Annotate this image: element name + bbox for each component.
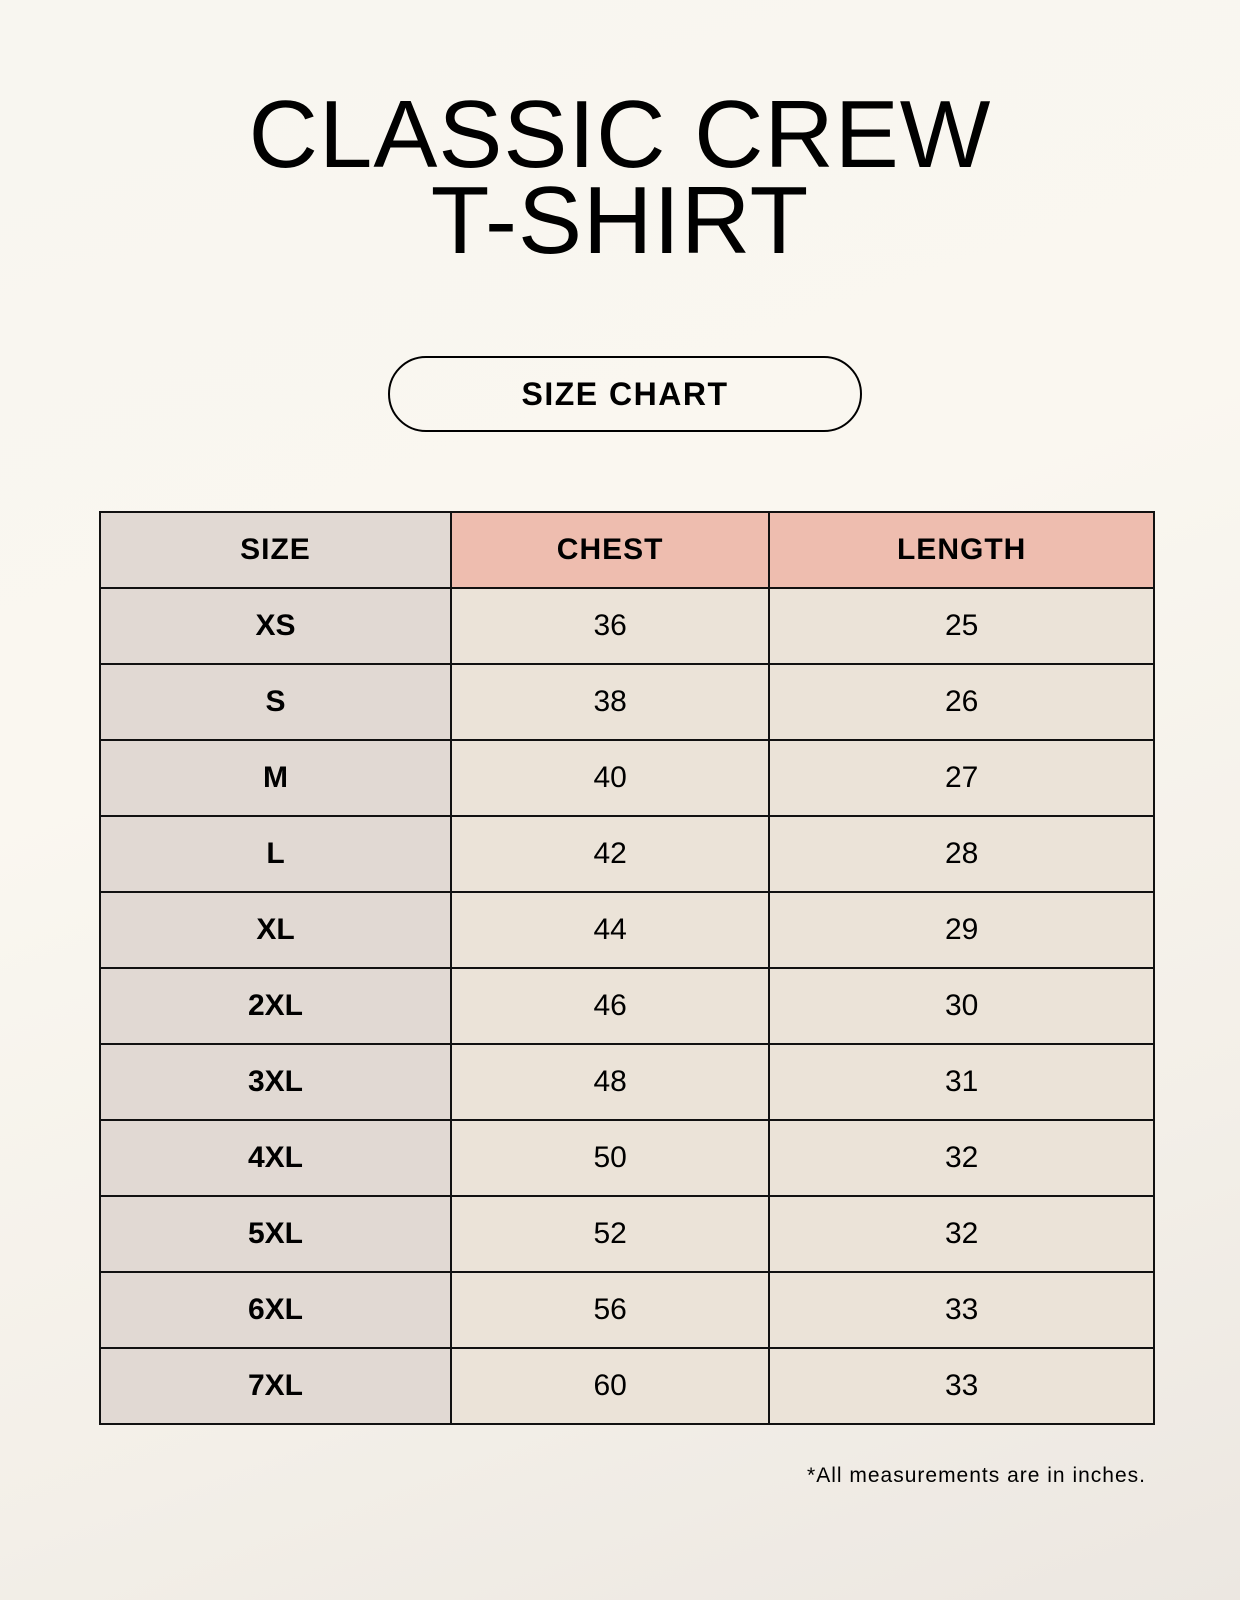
cell-length: 26 xyxy=(768,663,1155,741)
table-row: S 38 26 xyxy=(99,663,1155,741)
cell-chest: 50 xyxy=(449,1119,771,1197)
title-line: CLASSIC CREW xyxy=(248,81,992,188)
cell-length: 32 xyxy=(768,1195,1155,1273)
cell-length: 25 xyxy=(768,587,1155,665)
cell-chest: 60 xyxy=(449,1347,771,1425)
table-row: 5XL 52 32 xyxy=(99,1195,1155,1273)
cell-length: 28 xyxy=(768,815,1155,893)
cell-size: S xyxy=(99,663,452,741)
cell-chest: 42 xyxy=(449,815,771,893)
cell-size: 4XL xyxy=(99,1119,452,1197)
table-row: M 40 27 xyxy=(99,739,1155,817)
cell-length: 30 xyxy=(768,967,1155,1045)
cell-size: 7XL xyxy=(99,1347,452,1425)
cell-size: 6XL xyxy=(99,1271,452,1349)
cell-length: 33 xyxy=(768,1271,1155,1349)
cell-size: 2XL xyxy=(99,967,452,1045)
size-chart-label: SIZE CHART xyxy=(388,356,862,432)
cell-length: 32 xyxy=(768,1119,1155,1197)
cell-size: 3XL xyxy=(99,1043,452,1121)
cell-size: 5XL xyxy=(99,1195,452,1273)
page-title: CLASSIC CREW T-SHIRT xyxy=(0,81,1240,274)
cell-size: L xyxy=(99,815,452,893)
cell-chest: 48 xyxy=(449,1043,771,1121)
cell-size: XS xyxy=(99,587,452,665)
table-row: XL 44 29 xyxy=(99,891,1155,969)
table-row: L 42 28 xyxy=(99,815,1155,893)
cell-chest: 56 xyxy=(449,1271,771,1349)
cell-chest: 46 xyxy=(449,967,771,1045)
header-size: SIZE xyxy=(99,511,452,589)
footnote: *All measurements are in inches. xyxy=(807,1464,1146,1487)
cell-chest: 36 xyxy=(449,587,771,665)
cell-size: XL xyxy=(99,891,452,969)
cell-length: 27 xyxy=(768,739,1155,817)
table-row: XS 36 25 xyxy=(99,587,1155,665)
table-row: 6XL 56 33 xyxy=(99,1271,1155,1349)
cell-chest: 44 xyxy=(449,891,771,969)
table-row: 3XL 48 31 xyxy=(99,1043,1155,1121)
cell-chest: 52 xyxy=(449,1195,771,1273)
table-header-row: SIZE CHEST LENGTH xyxy=(99,511,1155,589)
cell-length: 29 xyxy=(768,891,1155,969)
cell-chest: 40 xyxy=(449,739,771,817)
title-line: T-SHIRT xyxy=(430,167,810,274)
cell-chest: 38 xyxy=(449,663,771,741)
header-length: LENGTH xyxy=(768,511,1155,589)
table-row: 7XL 60 33 xyxy=(99,1347,1155,1425)
cell-length: 31 xyxy=(768,1043,1155,1121)
table-row: 2XL 46 30 xyxy=(99,967,1155,1045)
cell-size: M xyxy=(99,739,452,817)
table-row: 4XL 50 32 xyxy=(99,1119,1155,1197)
header-chest: CHEST xyxy=(449,511,771,589)
cell-length: 33 xyxy=(768,1347,1155,1425)
size-table: SIZE CHEST LENGTH XS 36 25 S 38 26 M 40 27 L 42 28 X… xyxy=(99,511,1155,1425)
